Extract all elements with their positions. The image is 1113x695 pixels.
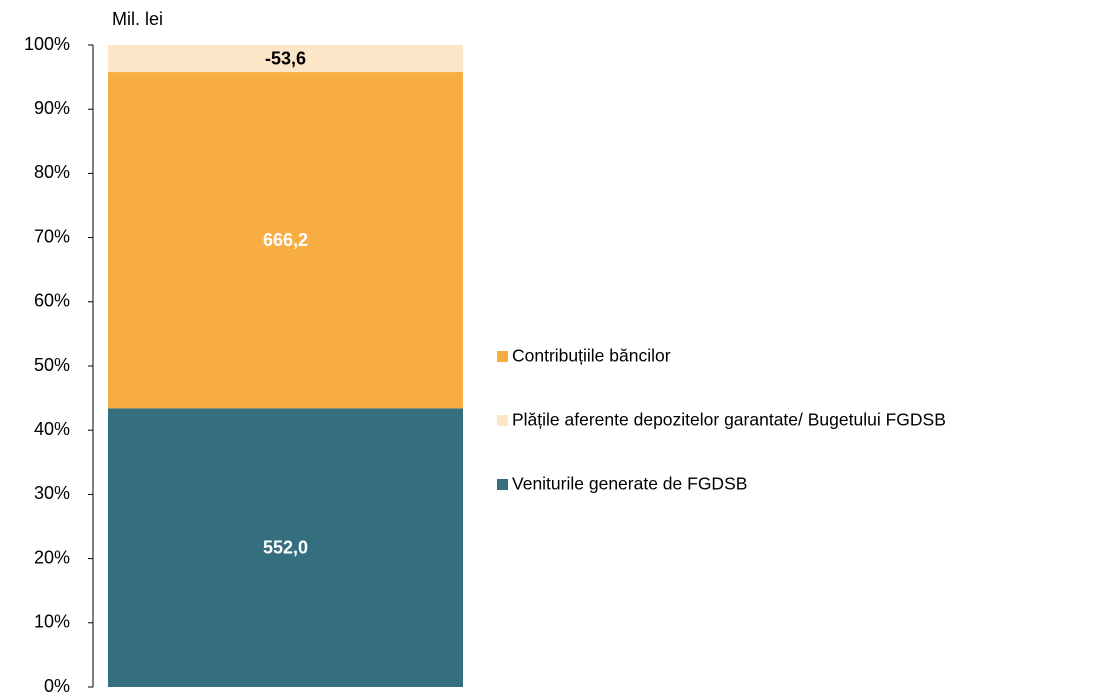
y-tick-label: 100% <box>24 34 70 54</box>
y-tick-label: 60% <box>34 291 70 311</box>
y-tick-label: 90% <box>34 98 70 118</box>
bar-segment <box>108 408 463 687</box>
bar-segment <box>108 72 463 409</box>
data-label: 666,2 <box>263 230 308 250</box>
legend-swatch <box>497 479 508 490</box>
legend-label: Plățile aferente depozitelor garantate/ … <box>512 410 946 430</box>
y-tick-label: 0% <box>44 676 70 695</box>
legend-swatch <box>497 415 508 426</box>
y-unit-label: Mil. lei <box>112 9 163 29</box>
y-tick-label: 40% <box>34 419 70 439</box>
legend-label: Contribuțiile băncilor <box>512 346 671 366</box>
legend-label: Veniturile generate de FGDSB <box>512 474 747 494</box>
data-label: 552,0 <box>263 537 308 557</box>
y-tick-label: 80% <box>34 162 70 182</box>
y-tick-label: 50% <box>34 355 70 375</box>
y-tick-label: 70% <box>34 226 70 246</box>
legend-swatch <box>497 351 508 362</box>
y-tick-label: 30% <box>34 483 70 503</box>
bar-segment <box>108 45 463 73</box>
y-tick-label: 20% <box>34 547 70 567</box>
data-label: -53,6 <box>265 48 306 68</box>
y-tick-label: 10% <box>34 612 70 632</box>
